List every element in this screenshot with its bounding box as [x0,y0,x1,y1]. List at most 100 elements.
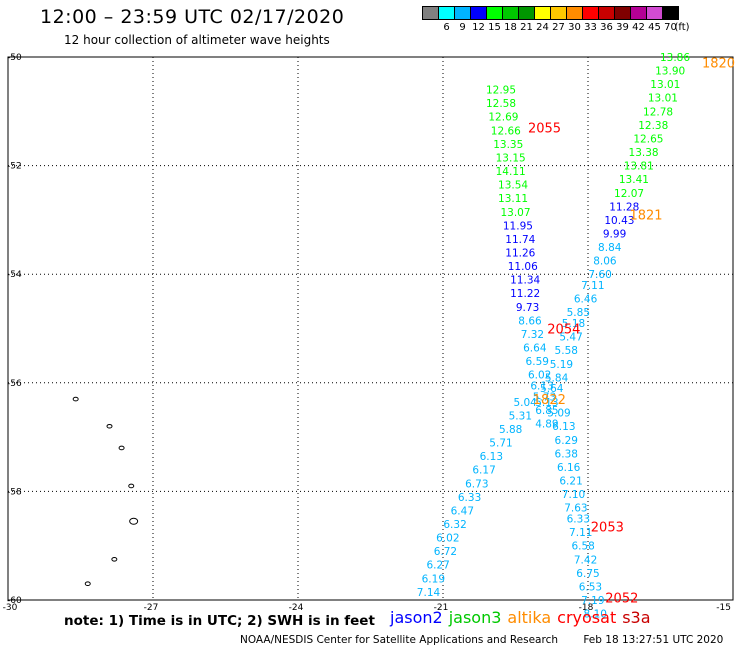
lon-tick-label: -18 [579,603,594,613]
wave-height-value: 5.19 [550,359,573,371]
wave-height-value: 6.29 [555,435,578,447]
wave-height-value: 8.06 [593,256,617,268]
wave-height-value: 12.38 [638,120,668,132]
wave-height-value: 5.31 [509,410,532,422]
wave-height-value: 13.38 [629,147,659,159]
wave-height-value: 8.10 [584,609,607,621]
wave-height-value: 6.38 [555,448,578,460]
wave-height-legend: 6 9 12 15 18 21 24 27 30 33 36 39 42 45 70 (ft) [422,6,690,33]
wave-height-value: 12.65 [633,133,663,145]
lon-tick-label: -30 [3,603,18,613]
lon-tick-label: -27 [144,603,159,613]
island-outline [128,483,135,489]
lat-tick-label: -60 [7,596,22,606]
legend-label: 24 [536,22,549,33]
lat-tick-label: -50 [7,53,22,63]
wave-height-value: 6.17 [472,465,495,477]
generation-timestamp: Feb 18 13:27:51 UTC 2020 [583,634,724,646]
legend-label: 70 [664,22,677,33]
wave-height-value: 9.73 [516,302,539,314]
wave-height-value: 11.22 [510,288,540,300]
map-subtitle: 12 hour collection of altimeter wave hei… [64,33,330,47]
wave-height-value: 11.28 [609,201,639,213]
wave-height-value: 13.41 [619,174,649,186]
legend-swatch [662,6,679,20]
island-outline [129,517,139,525]
wave-height-value: 5.88 [499,424,522,436]
wave-height-value: 6.64 [523,343,547,355]
wave-height-value: 6.75 [576,568,599,580]
wave-height-value: 5.04 [513,397,537,409]
wave-height-value: 11.74 [505,234,535,246]
legend-label: 9 [459,22,466,33]
legend-label: 42 [632,22,645,33]
legend-label: 15 [488,22,501,33]
wave-height-value: 11.26 [505,247,535,259]
satellite-name: jason2 [390,608,443,627]
lon-tick-label: -21 [434,603,449,613]
pass-time-label: 2054 [547,323,580,338]
wave-height-value: 6.46 [574,294,598,306]
legend-label: 30 [568,22,581,33]
island-outline [106,423,113,429]
island-outline [72,396,79,402]
wave-height-value: 6.21 [559,476,582,488]
wave-height-value: 5.85 [567,307,590,319]
wave-height-value: 6.13 [480,451,503,463]
wave-height-value: 11.95 [503,220,533,232]
wave-height-value: 12.58 [486,98,516,110]
wave-height-value: 6.85 [535,405,558,417]
wave-height-value: 13.15 [496,152,526,164]
wave-height-value: 7.11 [581,280,604,292]
lon-tick-label: -15 [716,603,731,613]
wave-height-value: 9.99 [603,228,626,240]
legend-label: 39 [616,22,629,33]
wave-height-value: 10.43 [604,215,634,227]
wave-height-value: 5.13 [535,397,558,409]
wave-height-value: 13.01 [648,93,678,105]
lon-tick-label: -24 [289,603,304,613]
wave-height-value: 8.84 [598,242,622,254]
legend-unit: (ft) [674,22,690,33]
island-outline [111,556,118,562]
footer-credit: NOAA/NESDIS Center for Satellite Applica… [240,634,723,646]
wave-height-value: 7.10 [562,489,585,501]
wave-height-value: 6.59 [526,356,549,368]
legend-label: 33 [584,22,597,33]
wave-height-value: 12.66 [491,125,521,137]
legend-color-bar [422,6,679,20]
wave-height-value: 8.66 [518,315,542,327]
wave-height-value: 13.86 [660,52,690,64]
island-outline [84,581,91,587]
island-outline [118,445,125,451]
wave-height-value: 4.89 [535,419,558,431]
wave-height-value: 13.07 [500,207,530,219]
wave-height-value: 6.33 [567,514,590,526]
satellite-name: s3a [622,608,651,627]
pass-time-label: 2053 [591,521,624,536]
pass-time-label: 1822 [533,393,566,408]
credit-text: NOAA/NESDIS Center for Satellite Applica… [240,634,558,646]
wave-height-value: 11.06 [508,261,538,273]
wave-height-value: 7.14 [417,587,441,599]
pass-time-label: 1821 [629,208,662,223]
satellite-name: altika [507,608,552,627]
lat-tick-label: -56 [7,379,22,389]
footer-note: note: 1) Time is in UTC; 2) SWH is in fe… [64,613,375,629]
wave-height-value: 13.81 [624,161,654,173]
wave-height-value: 6.58 [571,541,594,553]
legend-label: 12 [472,22,485,33]
wave-height-value: 7.19 [581,595,604,607]
pass-time-label: 2052 [605,591,638,606]
wave-height-value: 6.19 [422,573,445,585]
satellite-legend: jason2 jason3 altika cryosat s3a [390,608,657,627]
wave-height-value: 5.64 [540,383,564,395]
lat-tick-label: -52 [7,162,22,172]
wave-height-value: 6.02 [436,533,459,545]
wave-height-value: 7.60 [588,269,611,281]
legend-label: 21 [520,22,533,33]
wave-height-value: 6.13 [552,421,575,433]
wave-height-value: 5.09 [547,408,570,420]
wave-height-value: 6.02 [528,370,551,382]
wave-height-value: 7.11 [569,527,592,539]
